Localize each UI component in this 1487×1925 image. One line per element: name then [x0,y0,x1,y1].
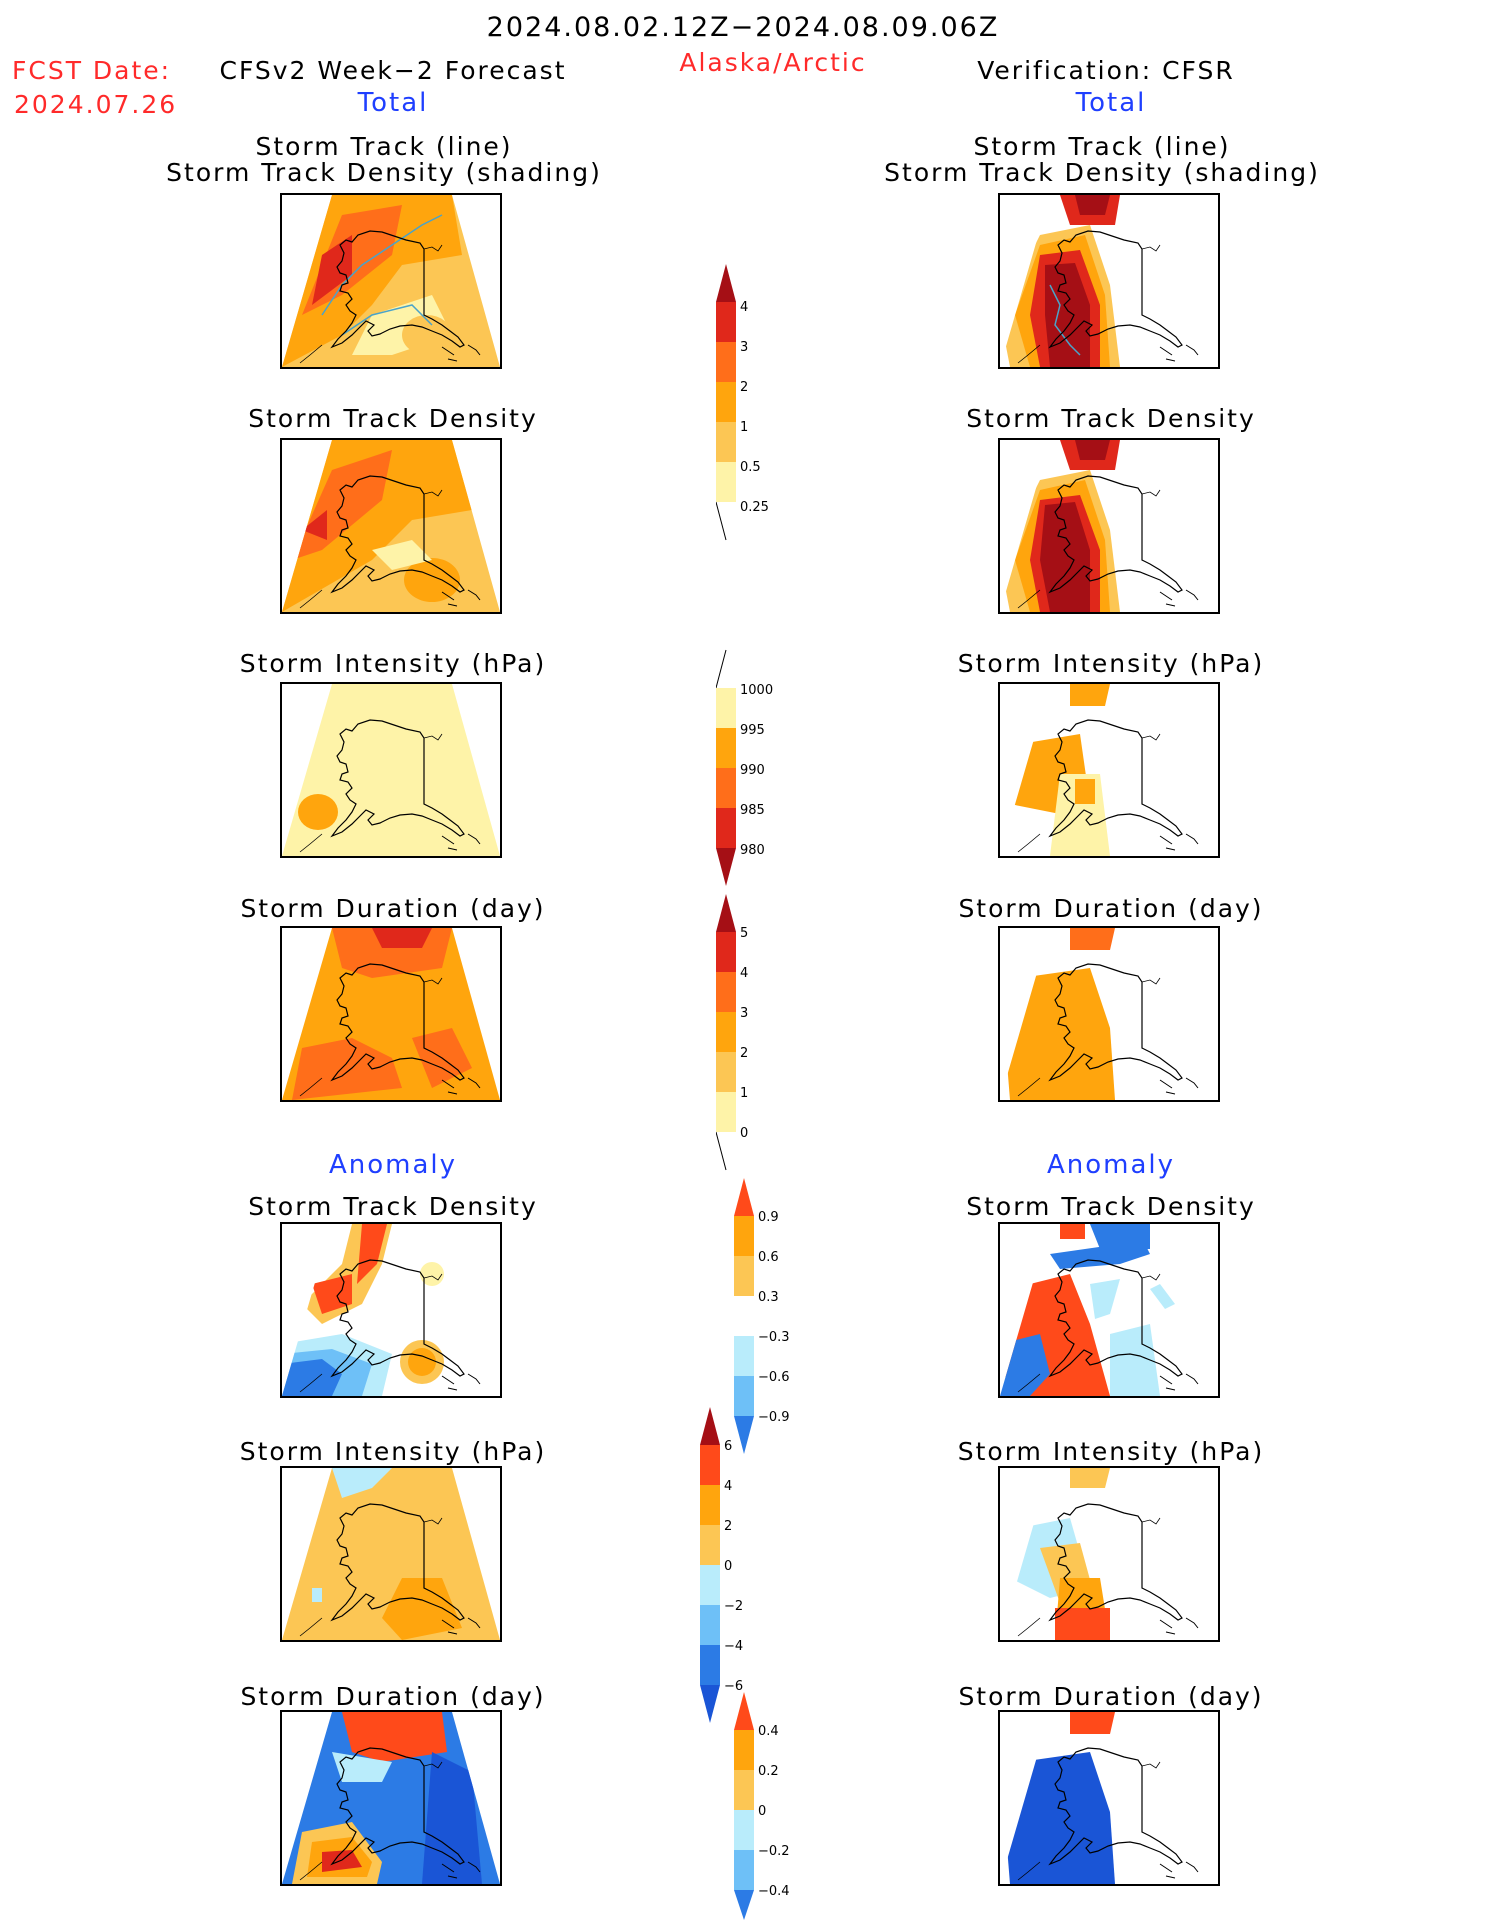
title-density-anom-right: Storm Track Density [966,1192,1256,1221]
anomaly-label-right: Anomaly [1046,1150,1176,1180]
map-forecast-density-total [280,438,502,614]
map-forecast-track-total [280,193,502,369]
cbar-label: −4 [724,1639,743,1654]
cbar-label: 4 [740,966,748,981]
cbar-label: 2 [740,380,748,395]
cbar-label: 0.6 [758,1250,779,1265]
date-range-title: 2024.08.02.12Z−2024.08.09.06Z [486,12,1000,43]
cbar-label: 5 [740,926,748,941]
title-duration-left: Storm Duration (day) [240,894,546,923]
title-intensity-right: Storm Intensity (hPa) [957,649,1265,678]
cbar-label: 3 [740,1006,748,1021]
map-cfsr-intensity-total [998,682,1220,858]
cbar-label: −0.2 [758,1844,790,1859]
verification-title: Verification: CFSR [977,56,1235,85]
cbar-label: 1000 [740,683,773,698]
title-intensity-anom-right: Storm Intensity (hPa) [957,1437,1265,1466]
fcst-date-label: FCST Date: [12,56,172,85]
cbar-label: 0 [758,1804,766,1819]
anomaly-label-left: Anomaly [328,1150,458,1180]
cbar-label: 4 [724,1479,732,1494]
map-cfsr-track-total [998,193,1220,369]
map-forecast-density-anomaly [280,1222,502,1398]
title-track-shading-left: Storm Track Density (shading) [166,158,602,187]
map-cfsr-duration-total [998,926,1220,1102]
title-density-anom-left: Storm Track Density [248,1192,538,1221]
map-cfsr-density-anomaly [998,1222,1220,1398]
cbar-label: −0.6 [758,1370,790,1385]
title-density-left: Storm Track Density [248,404,538,433]
colorbar-track-density-anomaly: 0.9 0.6 0.3 −0.3 −0.6 −0.9 [734,1178,790,1454]
map-cfsr-duration-anomaly [998,1710,1220,1886]
map-cfsr-density-total [998,438,1220,614]
cbar-label: 3 [740,340,748,355]
colorbar-track-density-total: 4 3 2 1 0.5 0.25 [716,264,769,541]
region-title: Alaska/Arctic [679,48,867,77]
forecast-title: CFSv2 Week−2 Forecast [219,56,567,85]
title-duration-anom-left: Storm Duration (day) [240,1682,546,1711]
total-label-left: Total [357,88,429,118]
cbar-label: 0.2 [758,1764,779,1779]
cbar-label: 2 [740,1046,748,1061]
cbar-label: −0.9 [758,1410,790,1425]
cbar-label: 0.5 [740,460,761,475]
map-forecast-intensity-anomaly [280,1466,502,1642]
map-forecast-duration-anomaly [280,1710,502,1886]
title-track-line-left: Storm Track (line) [255,132,513,161]
cbar-label: 990 [740,763,765,778]
cbar-label: 1 [740,1086,748,1101]
title-track-line-right: Storm Track (line) [973,132,1231,161]
map-forecast-duration-total [280,926,502,1102]
title-intensity-left: Storm Intensity (hPa) [239,649,547,678]
cbar-label: −0.3 [758,1330,790,1345]
cbar-label: 6 [724,1439,732,1454]
fcst-date-value: 2024.07.26 [14,90,178,119]
title-track-shading-right: Storm Track Density (shading) [884,158,1320,187]
cbar-label: 0 [724,1559,732,1574]
map-cfsr-intensity-anomaly [998,1466,1220,1642]
cbar-label: 0.9 [758,1210,779,1225]
cbar-label: 4 [740,300,748,315]
map-forecast-intensity-total [280,682,502,858]
cbar-label: 2 [724,1519,732,1534]
colorbar-intensity-anomaly: 6 4 2 0 −2 −4 −6 [700,1407,743,1723]
cbar-label: 0 [740,1126,748,1141]
cbar-label: 985 [740,803,765,818]
cbar-label: 0.4 [758,1724,779,1739]
title-duration-right: Storm Duration (day) [958,894,1264,923]
total-label-right: Total [1075,88,1147,118]
colorbar-duration-total: 5 4 3 2 1 0 [716,894,748,1171]
cbar-label: 1 [740,420,748,435]
colorbar-intensity-total: 1000 995 990 985 980 [716,649,773,886]
cbar-label: 0.25 [740,500,769,515]
title-intensity-anom-left: Storm Intensity (hPa) [239,1437,547,1466]
cbar-label: 995 [740,723,765,738]
colorbar-duration-anomaly: 0.4 0.2 0 −0.2 −0.4 [734,1692,790,1920]
title-duration-anom-right: Storm Duration (day) [958,1682,1264,1711]
cbar-label: −6 [724,1679,743,1694]
cbar-label: 0.3 [758,1290,779,1305]
cbar-label: −0.4 [758,1884,790,1899]
cbar-label: −2 [724,1599,743,1614]
title-density-right: Storm Track Density [966,404,1256,433]
cbar-label: 980 [740,843,765,858]
